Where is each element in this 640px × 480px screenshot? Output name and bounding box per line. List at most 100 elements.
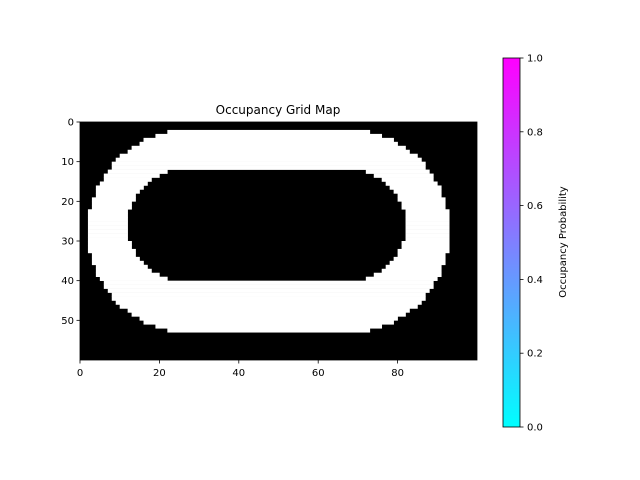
occupied-cell [385, 264, 442, 270]
occupied-cell [155, 324, 383, 329]
occupied-cell [103, 284, 434, 289]
occupied-cell [405, 209, 450, 214]
occupied-cell [385, 181, 438, 186]
occupied-cell [111, 165, 426, 170]
y-tick-label: 10 [61, 157, 74, 168]
occupied-cell [91, 260, 144, 266]
occupied-cell [103, 177, 152, 182]
occupied-cell [405, 221, 450, 226]
occupied-cell [87, 217, 128, 222]
occupied-cell [381, 177, 434, 182]
occupied-cell [87, 244, 132, 250]
x-tick-label: 60 [312, 368, 325, 379]
occupied-cell [401, 201, 446, 206]
occupied-cell [95, 189, 140, 194]
occupied-cell [143, 320, 394, 325]
x-tick-label: 80 [391, 368, 404, 379]
occupied-cell [95, 268, 152, 274]
occupied-cell [119, 153, 418, 158]
occupied-cell [95, 193, 136, 198]
occupied-cell [87, 229, 128, 234]
colorbar-tick-label: 0.6 [527, 201, 543, 212]
occupied-cell [397, 252, 446, 258]
occupied-cell [167, 129, 371, 135]
occupied-cell [365, 276, 438, 281]
occupied-cell [393, 189, 442, 194]
occupancy-heatmap [80, 122, 477, 360]
occupied-cell [139, 316, 398, 321]
occupied-cell [365, 169, 430, 174]
occupied-cell [87, 241, 132, 246]
occupied-cell [91, 256, 140, 262]
occupied-cell [143, 137, 394, 143]
occupied-cell [87, 209, 128, 214]
occupied-cell [87, 248, 136, 254]
occupied-cell [95, 272, 160, 277]
occupied-cell [373, 173, 434, 178]
occupied-cell [111, 161, 426, 166]
y-tick-label: 30 [61, 237, 74, 248]
occupied-cell [103, 173, 160, 178]
occupied-cell [103, 280, 434, 285]
occupied-cell [397, 197, 446, 202]
occupied-cell [127, 149, 410, 155]
x-tick-label: 20 [153, 368, 166, 379]
colorbar-tick-label: 0.4 [527, 275, 543, 286]
occupied-cell [397, 248, 450, 254]
occupied-cell [131, 145, 406, 151]
occupied-cell [393, 256, 446, 262]
occupied-cell [87, 225, 128, 230]
occupied-cell [87, 213, 128, 218]
occupied-cell [87, 237, 128, 242]
occupied-cell [115, 157, 422, 162]
occupied-cell [155, 133, 383, 139]
y-axis-ticks: 0 10 20 30 40 50 [61, 118, 80, 327]
occupied-cell [119, 304, 418, 309]
occupied-cell [115, 300, 422, 305]
occupied-cell [111, 292, 426, 297]
colorbar-ticks: 0.0 0.2 0.4 0.6 0.8 1.0 [520, 54, 543, 434]
occupied-cell [91, 197, 136, 202]
occupied-cell [87, 221, 128, 226]
occupied-cell [381, 268, 442, 274]
occupied-cell [401, 205, 446, 210]
chart-title: Occupancy Grid Map [216, 103, 341, 117]
occupied-cell [401, 244, 450, 250]
occupied-cell [401, 241, 450, 246]
colorbar [502, 57, 521, 428]
occupied-cell [107, 169, 168, 174]
y-tick-label: 0 [68, 118, 74, 129]
x-tick-label: 0 [77, 368, 83, 379]
occupied-cell [91, 205, 132, 210]
occupied-cell [91, 201, 132, 206]
occupied-cell [389, 185, 442, 190]
occupied-cell [405, 217, 450, 222]
occupied-cell [373, 272, 442, 277]
occupied-cell [389, 260, 446, 266]
occupied-cell [139, 141, 398, 147]
occupied-cell [127, 308, 410, 313]
occupied-cell [405, 233, 450, 238]
occupied-cell [405, 225, 450, 230]
occupied-cell [111, 296, 426, 301]
occupied-cell [107, 288, 430, 293]
y-tick-label: 50 [61, 316, 74, 327]
occupied-cell [131, 312, 406, 317]
occupied-cell [91, 252, 136, 258]
occupied-cell [99, 181, 148, 186]
colorbar-tick-label: 0.8 [527, 127, 543, 138]
occupied-cell [99, 276, 168, 281]
occupied-cell [167, 328, 371, 333]
x-axis-ticks: 0 20 40 60 80 [77, 360, 404, 379]
occupied-cell [87, 233, 128, 238]
x-tick-label: 40 [232, 368, 245, 379]
occupied-cell [405, 237, 450, 242]
colorbar-tick-label: 0.2 [527, 349, 543, 360]
occupied-cell [405, 229, 450, 234]
occupied-cell [397, 193, 442, 198]
occupied-cell [405, 213, 450, 218]
y-tick-label: 20 [61, 197, 74, 208]
colorbar-tick-label: 1.0 [527, 54, 543, 65]
colorbar-tick-label: 0.0 [527, 423, 543, 434]
